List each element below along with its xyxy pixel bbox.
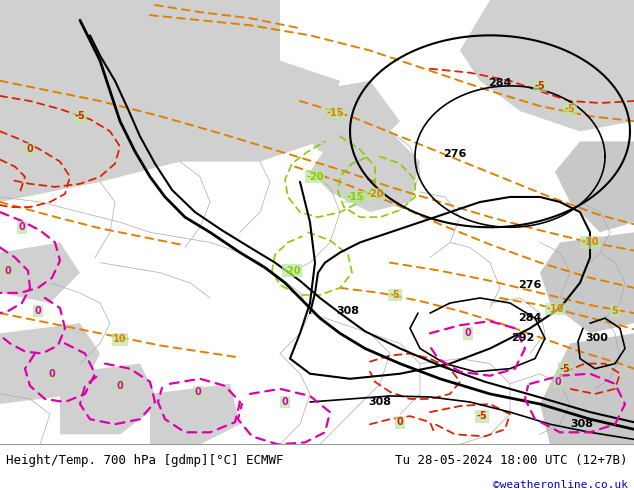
Text: Tu 28-05-2024 18:00 UTC (12+7B): Tu 28-05-2024 18:00 UTC (12+7B): [395, 454, 628, 467]
Text: -5: -5: [534, 81, 545, 91]
Text: -5: -5: [75, 111, 86, 121]
Text: 0: 0: [18, 222, 25, 232]
Polygon shape: [540, 232, 634, 333]
Text: -10: -10: [547, 304, 564, 314]
Text: 292: 292: [511, 333, 534, 343]
Polygon shape: [540, 333, 634, 444]
Polygon shape: [0, 0, 340, 202]
Text: -10: -10: [581, 238, 598, 247]
Text: Height/Temp. 700 hPa [gdmp][°C] ECMWF: Height/Temp. 700 hPa [gdmp][°C] ECMWF: [6, 454, 284, 467]
Text: 10: 10: [113, 334, 127, 344]
Text: ©weatheronline.co.uk: ©weatheronline.co.uk: [493, 480, 628, 490]
Text: 0: 0: [35, 306, 41, 316]
Polygon shape: [0, 323, 100, 404]
Polygon shape: [290, 81, 400, 151]
Text: -5: -5: [477, 411, 488, 421]
Text: 284: 284: [488, 78, 512, 88]
Text: 0: 0: [27, 145, 34, 154]
Text: 308: 308: [368, 397, 392, 407]
Text: -5: -5: [390, 290, 401, 300]
Text: 0: 0: [281, 397, 288, 407]
Polygon shape: [310, 131, 420, 212]
Text: 0: 0: [465, 328, 471, 338]
Text: -20: -20: [306, 172, 324, 182]
Text: 276: 276: [519, 280, 541, 290]
Text: 308: 308: [571, 419, 593, 429]
Text: 0: 0: [195, 387, 202, 397]
Text: 284: 284: [519, 313, 541, 323]
Polygon shape: [150, 384, 240, 444]
Text: -20: -20: [283, 266, 301, 276]
Text: 0: 0: [117, 381, 124, 391]
Text: 0: 0: [555, 377, 561, 387]
Text: 5: 5: [612, 306, 618, 316]
Text: 276: 276: [443, 148, 467, 159]
Text: 0: 0: [49, 369, 55, 379]
Text: -20: -20: [366, 189, 384, 199]
Text: 308: 308: [337, 306, 359, 316]
Text: 0: 0: [4, 266, 11, 276]
Text: -15: -15: [327, 108, 344, 118]
Text: -5: -5: [560, 364, 571, 374]
Polygon shape: [0, 243, 80, 303]
Polygon shape: [460, 0, 634, 131]
Text: 300: 300: [586, 333, 609, 343]
Polygon shape: [60, 364, 160, 434]
Polygon shape: [555, 142, 634, 232]
Text: -5: -5: [565, 104, 576, 114]
Text: 0: 0: [397, 417, 403, 427]
Text: -15: -15: [346, 192, 364, 202]
